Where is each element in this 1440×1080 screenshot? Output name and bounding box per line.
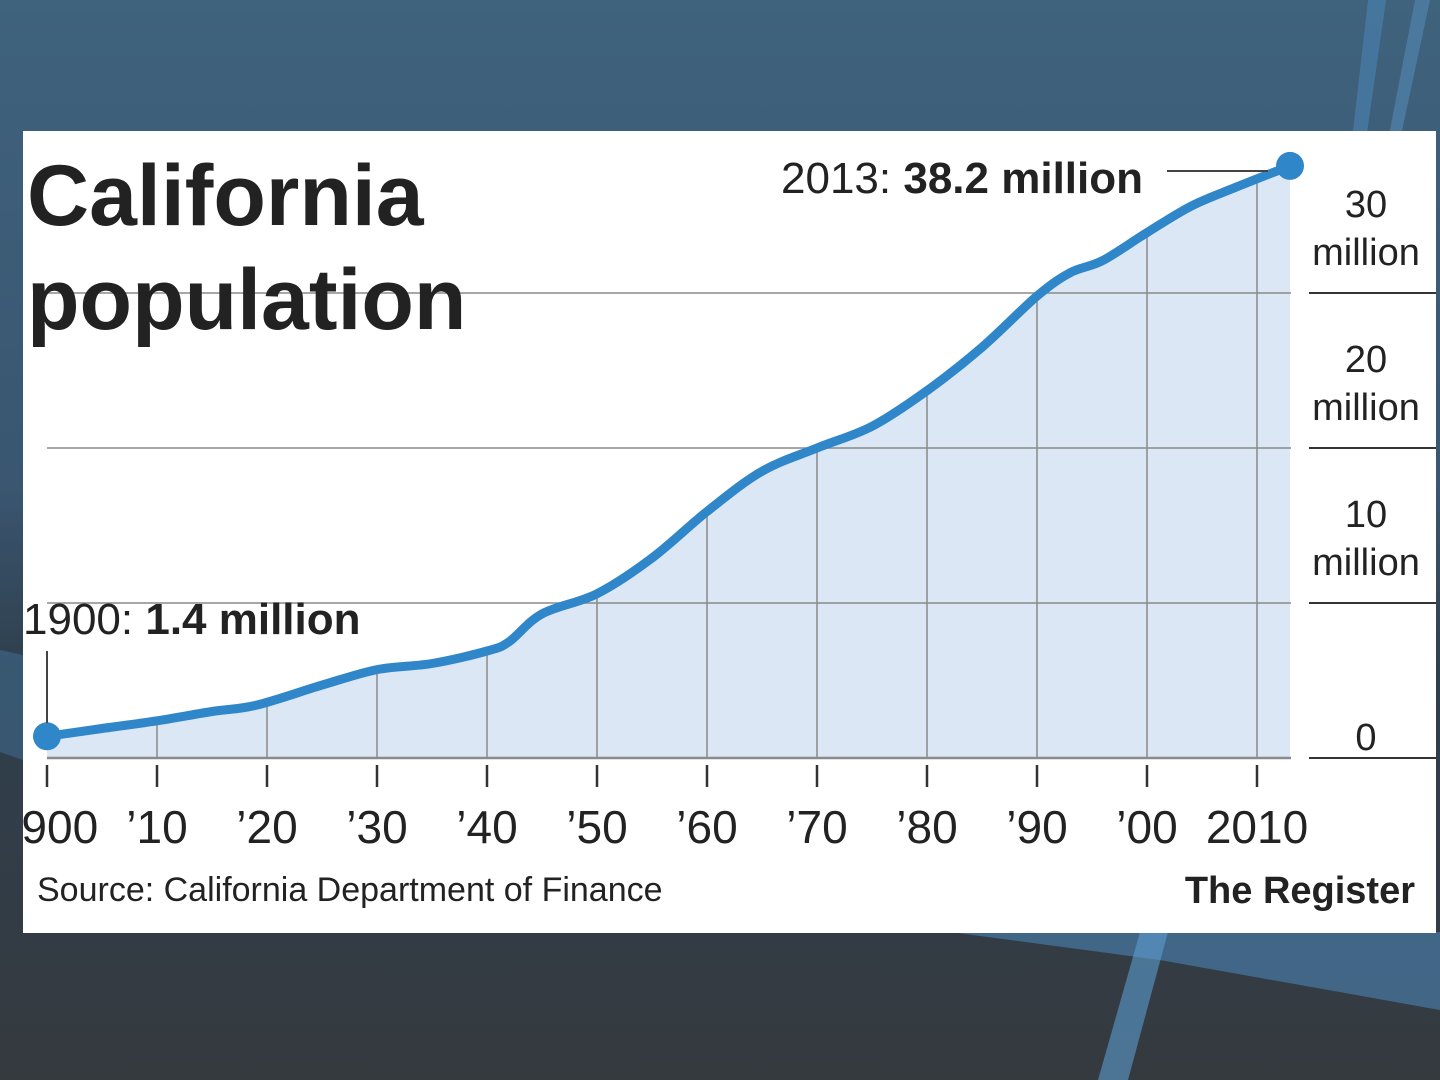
endpoint-marker <box>1276 151 1304 180</box>
y-tick-label: 20 <box>1345 339 1387 381</box>
y-axis: 0 10 million 20 million 30 million <box>1309 184 1436 759</box>
x-tick-label: ’80 <box>896 801 957 853</box>
endpoint-marker <box>33 722 61 751</box>
y-tick-label: 10 <box>1345 494 1387 536</box>
x-tick-label: ’40 <box>456 801 517 853</box>
x-tick-label: ’60 <box>676 801 737 853</box>
x-axis: 1900 ’10 ’20 ’30 ’40 ’50 ’60 ’70 ’80 ’90 ’00 2010 <box>23 765 1308 853</box>
start-annotation: 1900: 1.4 million <box>23 595 361 644</box>
y-tick-unit: million <box>1312 542 1420 584</box>
end-annotation-prefix: 2013: <box>781 154 903 203</box>
y-tick-label: 30 <box>1345 184 1387 226</box>
population-line <box>42 161 1295 741</box>
x-tick-label: ’70 <box>786 801 847 853</box>
x-tick-label: ’10 <box>126 801 187 853</box>
marks <box>33 151 1304 751</box>
x-tick-label: ’90 <box>1006 801 1067 853</box>
background-streak <box>0 650 23 760</box>
background-streak <box>1098 932 1168 1080</box>
x-tick-label: ’30 <box>346 801 407 853</box>
start-annotation-value: 1.4 million <box>145 595 360 644</box>
x-tick-label: 1900 <box>23 801 98 853</box>
grid <box>47 178 1291 760</box>
background-streak <box>1388 0 1430 140</box>
y-tick-unit: million <box>1312 232 1420 274</box>
start-annotation-prefix: 1900: <box>23 595 145 644</box>
x-tick-label: ’20 <box>236 801 297 853</box>
end-annotation-value: 38.2 million <box>903 154 1143 203</box>
x-tick-label: ’00 <box>1116 801 1177 853</box>
population-area <box>47 165 1290 758</box>
x-tick-label: ’50 <box>566 801 627 853</box>
chart-title-line2: population <box>27 252 466 348</box>
x-tick-label: 2010 <box>1206 801 1308 853</box>
end-annotation: 2013: 38.2 million <box>781 154 1143 203</box>
background-streak <box>950 932 1440 1010</box>
publisher-credit: The Register <box>1185 870 1415 912</box>
chart-title-line1: California <box>27 148 425 244</box>
background-streak <box>1352 0 1386 140</box>
source-note: Source: California Department of Finance <box>37 871 663 909</box>
y-tick-label: 0 <box>1355 717 1376 759</box>
y-tick-unit: million <box>1312 387 1420 429</box>
